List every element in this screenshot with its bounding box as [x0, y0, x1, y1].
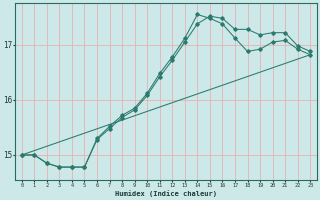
X-axis label: Humidex (Indice chaleur): Humidex (Indice chaleur)	[115, 190, 217, 197]
